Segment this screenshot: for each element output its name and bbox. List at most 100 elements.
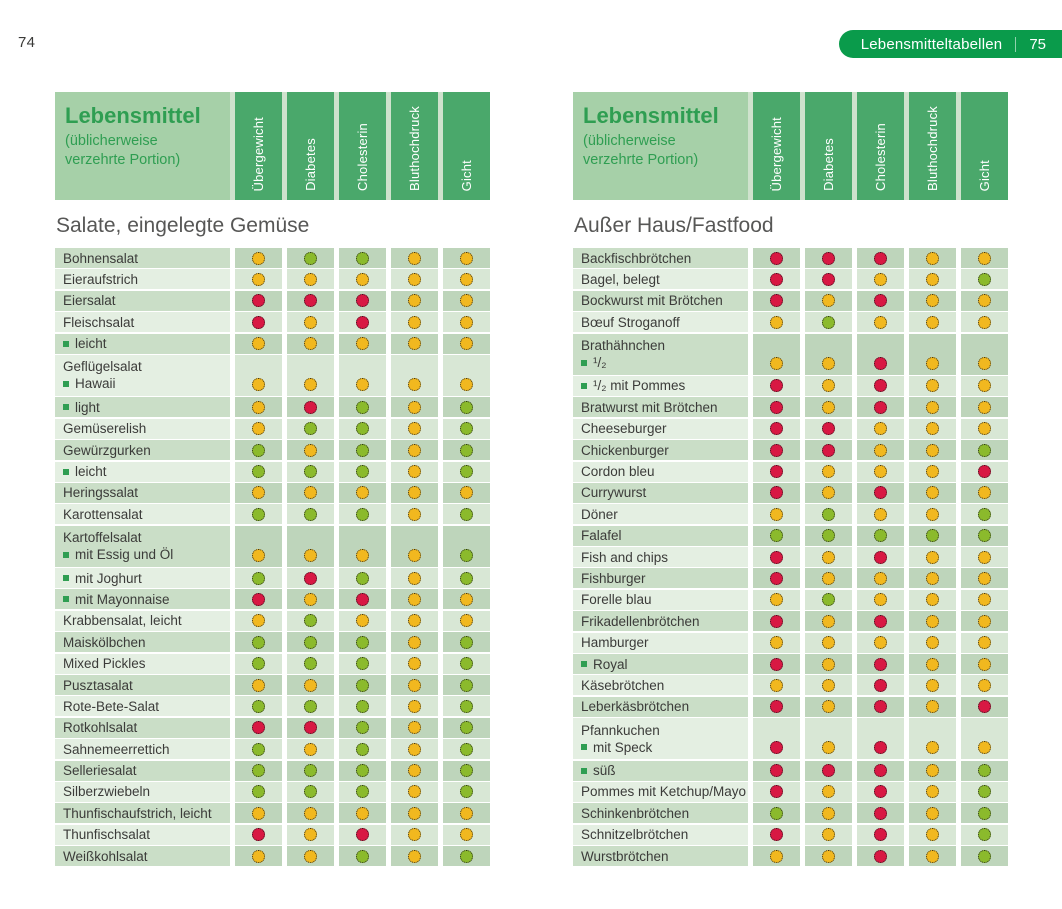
table-header-title: Lebensmittel — [65, 103, 201, 128]
rating-dot-red — [304, 400, 317, 414]
rating-dot-green — [770, 806, 783, 820]
food-label-cell: Karottensalat — [55, 504, 230, 525]
rating-dot-yellow — [978, 571, 991, 585]
rating-cell-bluthochdruck — [391, 397, 438, 418]
rating-dot-green — [356, 678, 369, 692]
food-label-line: Bohnensalat — [63, 250, 230, 267]
table-row: Pfannkuchen mit Speck — [573, 718, 1008, 760]
rating-dot-yellow — [460, 592, 473, 606]
rating-cell-gicht — [443, 418, 490, 439]
rating-cell-gicht — [443, 504, 490, 525]
rating-dot-yellow — [822, 785, 835, 799]
food-label-cell: Selleriesalat — [55, 760, 230, 781]
table-row: Fish and chips — [573, 547, 1008, 568]
table-body: Bohnensalat Eieraufstrich Eiersalat Fleisch… — [55, 248, 490, 867]
food-label: Thunfischaufstrich, leicht — [63, 805, 212, 821]
rating-cell-diabetes — [805, 440, 852, 461]
rating-cell-bergewicht — [235, 333, 282, 354]
rating-dot-yellow — [926, 507, 939, 521]
rating-dot-yellow — [874, 571, 887, 585]
rating-cell-bluthochdruck — [909, 248, 956, 268]
rating-dot-red — [252, 592, 265, 606]
rating-cell-cholesterin — [857, 504, 904, 525]
rating-dot-red — [356, 315, 369, 329]
food-label: Silberzwiebeln — [63, 784, 151, 800]
rating-dot-yellow — [926, 486, 939, 500]
food-label-line: Rote-Bete-Salat — [63, 698, 230, 715]
rating-dot-yellow — [252, 486, 265, 500]
rating-cell-cholesterin — [857, 824, 904, 845]
rating-cell-gicht — [443, 589, 490, 610]
table-row: Rote-Bete-Salat — [55, 696, 490, 717]
rating-cell-cholesterin — [339, 675, 386, 696]
rating-dot-red — [770, 272, 783, 286]
rating-cell-bluthochdruck — [909, 654, 956, 675]
food-group-label: Pfannkuchen — [581, 722, 660, 738]
table-row: mit Joghurt — [55, 568, 490, 589]
rating-cell-diabetes — [287, 568, 334, 589]
food-label-cell: Cordon bleu — [573, 461, 748, 482]
food-label: Royal — [593, 656, 628, 672]
rating-dot-green — [356, 507, 369, 521]
food-label: Bockwurst mit Brötchen — [581, 293, 723, 309]
rating-cell-bergewicht — [235, 568, 282, 589]
food-label-cell: Fishburger — [573, 568, 748, 589]
food-label: Käsebrötchen — [581, 677, 665, 693]
food-label: Falafel — [581, 528, 622, 544]
column-header-label: Übergewicht — [251, 116, 266, 191]
rating-cell-bluthochdruck — [909, 440, 956, 461]
rating-cell-cholesterin — [857, 632, 904, 653]
rating-dot-yellow — [408, 699, 421, 713]
rating-dot-yellow — [252, 272, 265, 286]
rating-cell-bergewicht — [235, 504, 282, 525]
food-label-line: ¹/₂ — [581, 354, 748, 371]
badge-label: Lebensmitteltabellen — [860, 35, 1003, 53]
food-label-line: mit Essig und Öl — [63, 546, 230, 563]
rating-dot-yellow — [874, 443, 887, 457]
rating-cell-gicht — [443, 354, 490, 396]
rating-cell-cholesterin — [857, 568, 904, 589]
column-header-bluthochdruck: Bluthochdruck — [391, 92, 438, 200]
rating-cell-cholesterin — [857, 440, 904, 461]
food-label-cell: Bœuf Stroganoff — [573, 312, 748, 333]
rating-dot-yellow — [252, 377, 265, 391]
food-label-cell: Geflügelsalat Hawaii — [55, 354, 230, 396]
rating-cell-bergewicht — [235, 610, 282, 631]
rating-dot-yellow — [874, 315, 887, 329]
food-label: leicht — [75, 336, 107, 352]
rating-cell-diabetes — [805, 824, 852, 845]
rating-cell-diabetes — [287, 824, 334, 845]
rating-dot-yellow — [408, 251, 421, 265]
rating-dot-yellow — [304, 806, 317, 820]
food-label-line: Chickenburger — [581, 442, 748, 459]
rating-dot-green — [978, 849, 991, 863]
rating-cell-bluthochdruck — [909, 375, 956, 396]
food-label-cell: Rote-Bete-Salat — [55, 696, 230, 717]
food-label-line: mit Mayonnaise — [63, 591, 230, 608]
rating-cell-diabetes — [805, 461, 852, 482]
rating-dot-green — [252, 443, 265, 457]
food-label-line: Rotkohlsalat — [63, 719, 230, 736]
rating-cell-gicht — [961, 781, 1008, 802]
food-label-cell: light — [55, 397, 230, 418]
food-label-line: Currywurst — [581, 484, 748, 501]
rating-cell-bergewicht — [753, 803, 800, 824]
food-label-line: Backfischbrötchen — [581, 250, 748, 267]
rating-dot-yellow — [408, 443, 421, 457]
rating-dot-red — [770, 741, 783, 755]
rating-dot-yellow — [408, 849, 421, 863]
rating-cell-diabetes — [287, 717, 334, 738]
food-label-line: Schinkenbrötchen — [581, 805, 748, 822]
food-label: Sahnemeerrettich — [63, 741, 170, 757]
rating-dot-red — [874, 251, 887, 265]
food-label: Bratwurst mit Brötchen — [581, 399, 718, 415]
rating-dot-green — [356, 400, 369, 414]
rating-cell-diabetes — [287, 696, 334, 717]
rating-dot-red — [356, 592, 369, 606]
food-label: mit Joghurt — [75, 570, 142, 586]
table-header: Lebensmittel (üblicherweise verzehrte Por… — [55, 92, 490, 200]
rating-cell-bluthochdruck — [909, 632, 956, 653]
food-label: Cordon bleu — [581, 464, 655, 480]
rating-dot-yellow — [926, 294, 939, 308]
rating-cell-diabetes — [287, 675, 334, 696]
